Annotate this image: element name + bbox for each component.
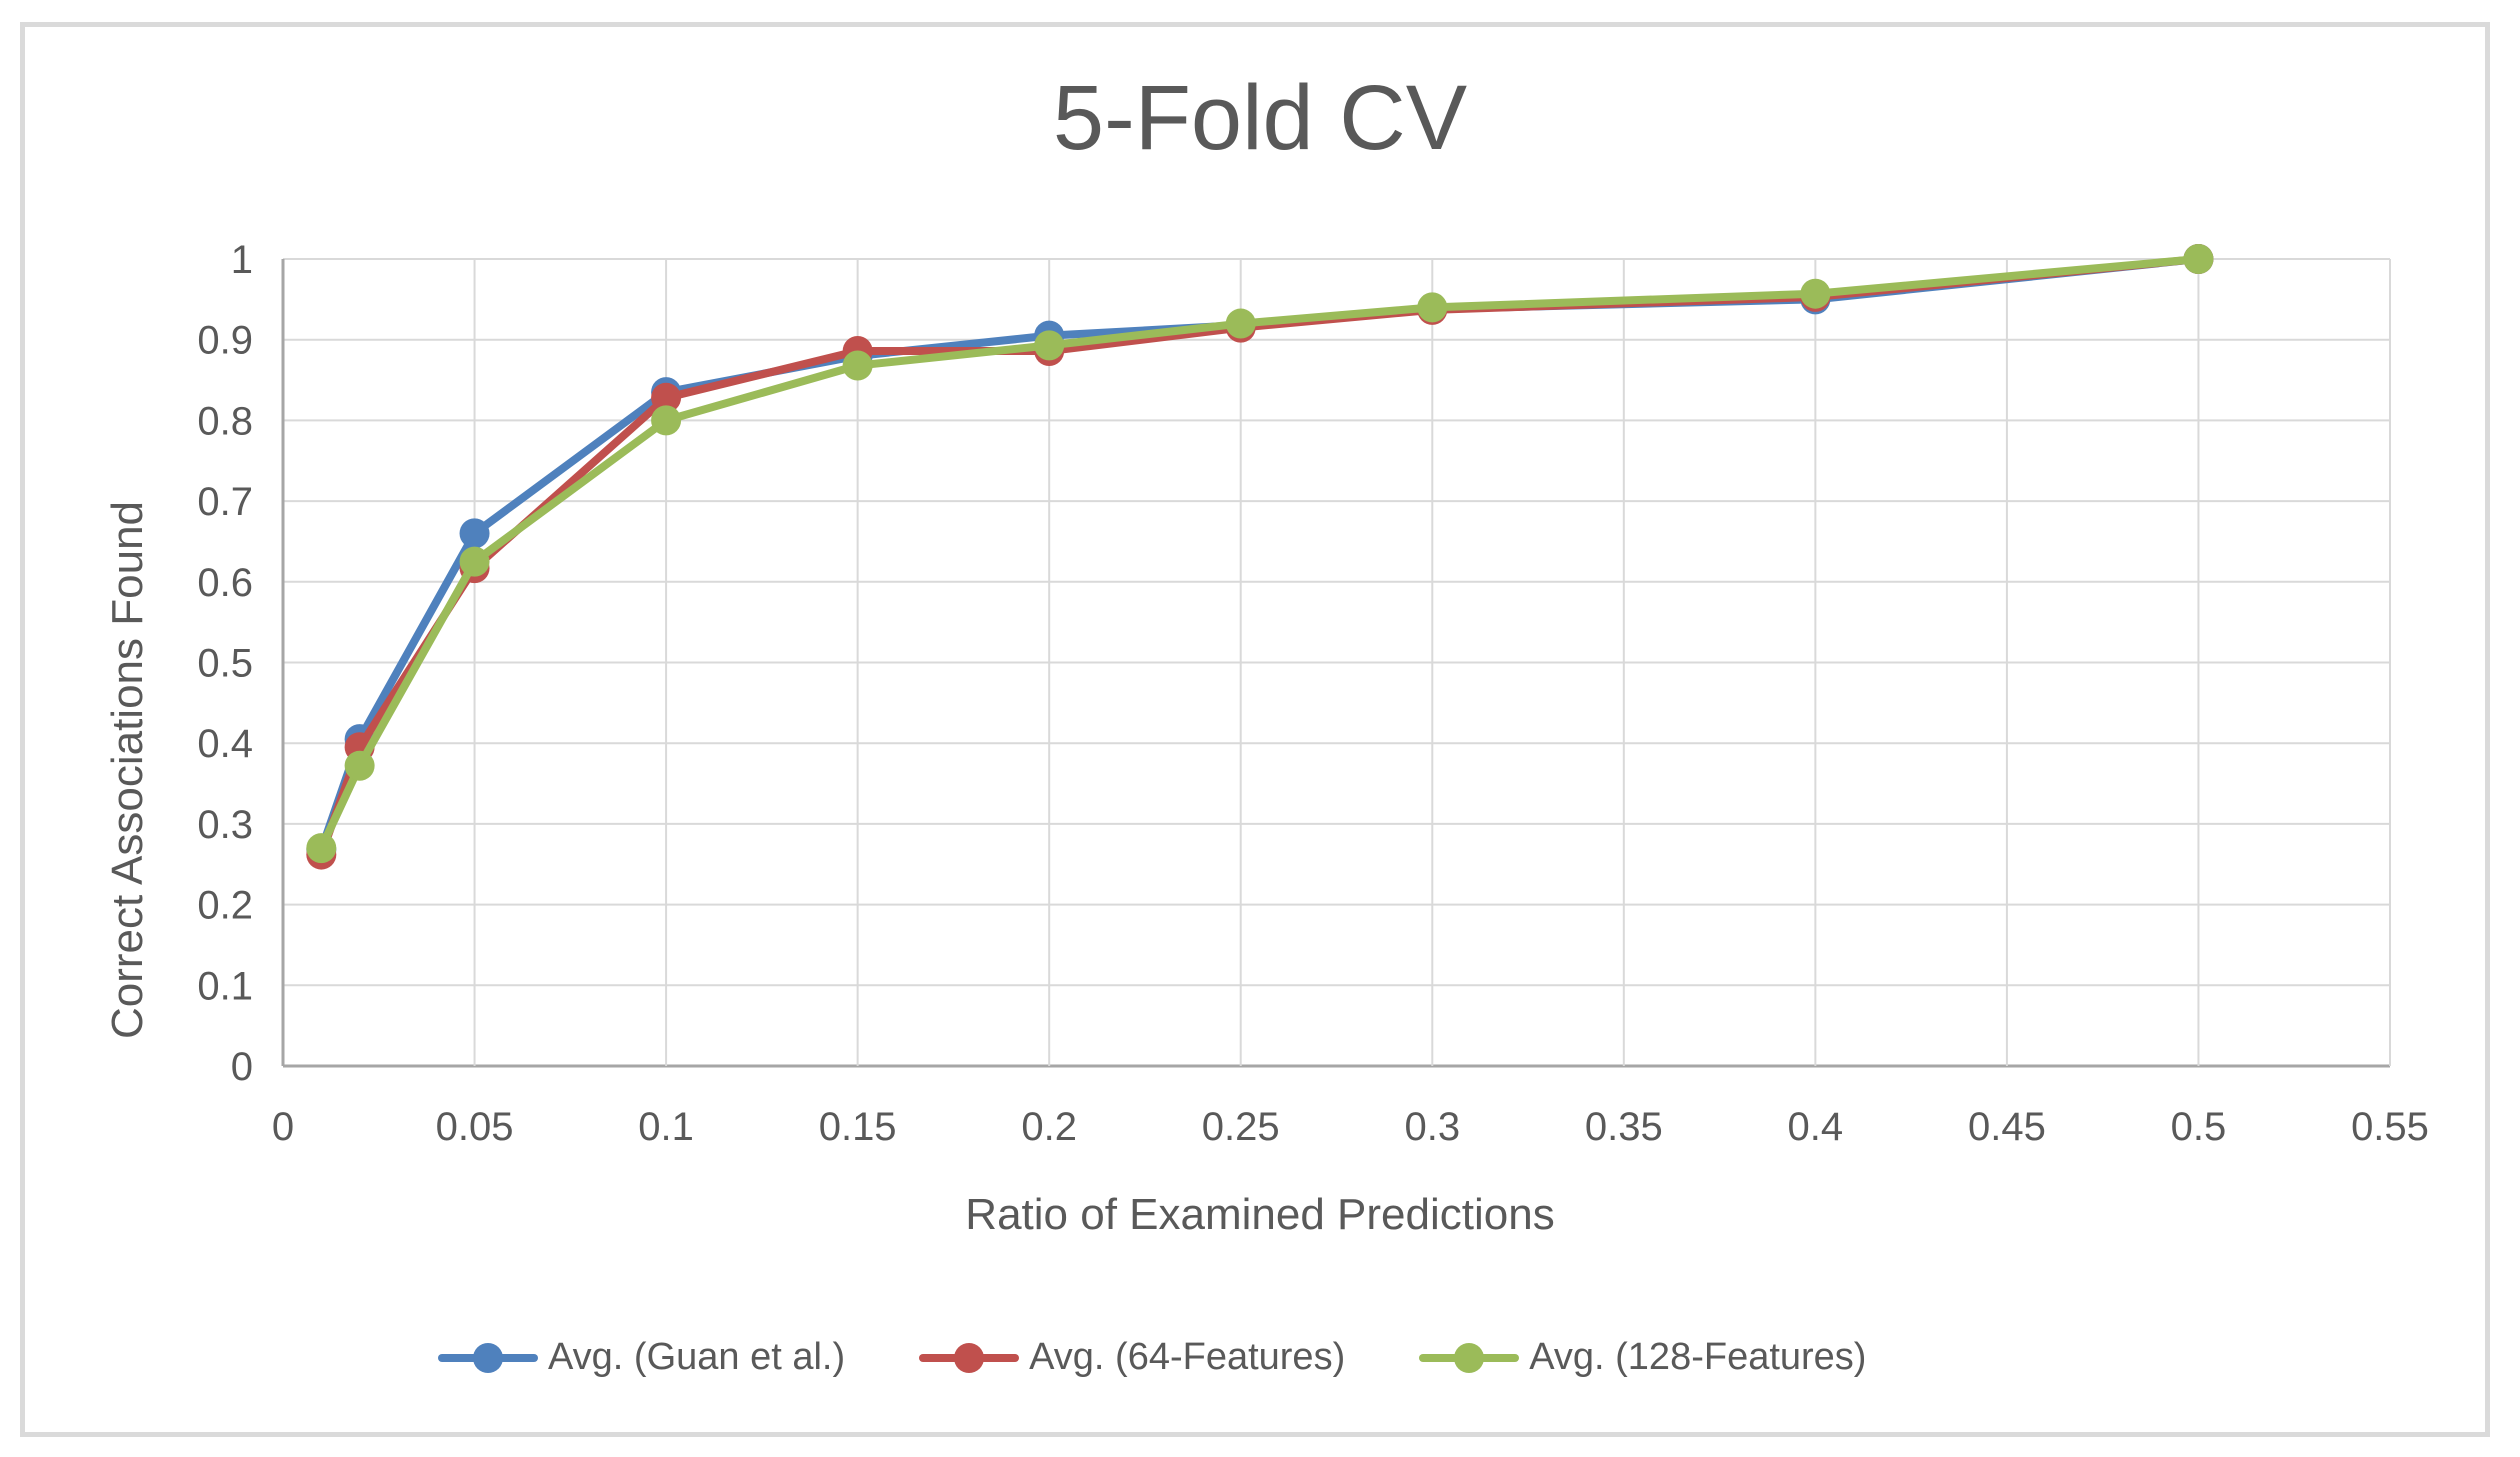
x-tick-label: 0.15 <box>819 1105 897 1149</box>
legend-label: Avg. (Guan et al.) <box>548 1336 846 1378</box>
y-tick-label: 0.1 <box>197 964 253 1008</box>
y-tick-label: 0.8 <box>197 399 253 443</box>
legend-dot-icon <box>473 1342 503 1373</box>
marker-avg-128-features <box>2183 244 2214 274</box>
legend-item-avg-guan-et-al: Avg. (Guan et al.) <box>438 1336 845 1379</box>
legend-dot-icon <box>1454 1342 1485 1373</box>
y-tick-label: 0.2 <box>197 884 253 928</box>
legend-marker-avg-guan-et-al <box>438 1342 538 1373</box>
x-tick-label: 0.4 <box>1788 1105 1844 1149</box>
x-tick-label: 0.05 <box>436 1105 514 1149</box>
legend-item-avg-64-features: Avg. (64-Features) <box>919 1336 1345 1379</box>
x-tick-label: 0 <box>272 1105 294 1149</box>
y-axis-title: Correct Associations Found <box>103 500 152 1040</box>
marker-avg-128-features <box>842 350 873 381</box>
marker-avg-128-features <box>459 546 490 577</box>
legend-marker-avg-128-features <box>1419 1342 1520 1373</box>
series-line-avg-64-features <box>317 255 2203 859</box>
legend-label: Avg. (128-Features) <box>1529 1336 1867 1378</box>
marker-avg-128-features <box>1225 308 1256 339</box>
y-tick-label: 0.9 <box>197 319 253 363</box>
chart-title: 5-Fold CV <box>1052 67 1468 169</box>
series-line-avg-guan-et-al <box>317 255 2203 854</box>
chart-frame <box>20 22 2490 1437</box>
marker-avg-128-features <box>1034 330 1065 361</box>
marker-avg-128-features <box>1800 278 1831 309</box>
legend: Avg. (Guan et al.) Avg. (64-Features) Avg.… <box>438 1336 1866 1379</box>
y-tick-label: 0.3 <box>197 803 253 847</box>
x-tick-label: 0.2 <box>1021 1105 1077 1149</box>
x-tick-label: 0.25 <box>1202 1105 1280 1149</box>
y-tick-label: 0.6 <box>197 561 253 605</box>
legend-item-avg-128-features: Avg. (128-Features) <box>1419 1336 1866 1379</box>
x-tick-label: 0.35 <box>1585 1105 1663 1149</box>
marker-avg-128-features <box>344 750 375 781</box>
marker-avg-128-features <box>1417 292 1448 323</box>
series-line-avg-128-features <box>317 255 2203 853</box>
x-axis-title: Ratio of Examined Predictions <box>965 1190 1555 1239</box>
x-tick-label: 0.55 <box>2351 1105 2429 1149</box>
marker-avg-128-features <box>651 405 682 436</box>
legend-marker-avg-64-features <box>919 1342 1020 1373</box>
y-tick-label: 0.4 <box>197 722 253 766</box>
x-tick-label: 0.3 <box>1404 1105 1460 1149</box>
marker-avg-128-features <box>306 833 337 864</box>
x-tick-label: 0.1 <box>638 1105 694 1149</box>
y-tick-label: 1 <box>231 238 253 282</box>
marker-avg-guan-et-al <box>459 518 490 549</box>
x-tick-label: 0.5 <box>2171 1105 2227 1149</box>
y-tick-label: 0.7 <box>197 480 253 524</box>
y-tick-label: 0 <box>231 1045 253 1089</box>
legend-label: Avg. (64-Features) <box>1029 1336 1346 1378</box>
x-tick-label: 0.45 <box>1968 1105 2046 1149</box>
legend-dot-icon <box>954 1342 985 1373</box>
y-tick-label: 0.5 <box>197 642 253 686</box>
marker-avg-64-features <box>651 382 682 413</box>
